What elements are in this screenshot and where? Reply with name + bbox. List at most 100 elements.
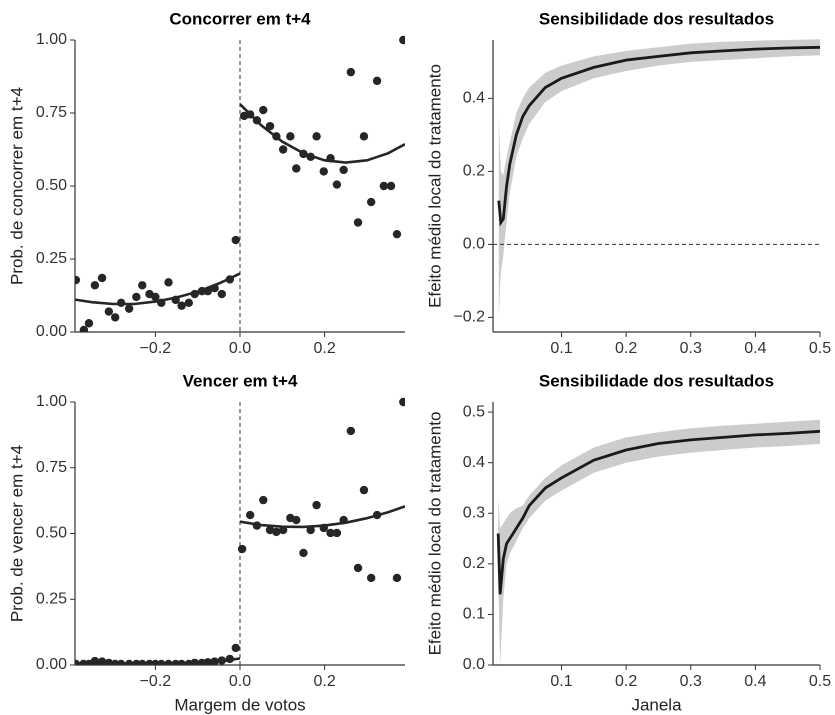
y-tick-label: 0.25 bbox=[36, 250, 67, 267]
y-tick-label: 0.00 bbox=[36, 656, 67, 673]
point bbox=[339, 165, 348, 175]
x-tick-label: −0.2 bbox=[140, 673, 172, 690]
point bbox=[359, 485, 369, 495]
point bbox=[319, 167, 328, 176]
x-tick-label: 0.2 bbox=[313, 673, 335, 690]
point bbox=[332, 528, 342, 538]
confidence-band bbox=[498, 419, 820, 665]
x-tick-label: 0.4 bbox=[744, 673, 766, 690]
point bbox=[312, 500, 321, 510]
point bbox=[151, 292, 160, 302]
y-tick-label: 0.0 bbox=[463, 656, 485, 673]
y-tick-label: 0.25 bbox=[36, 590, 67, 607]
fit-line bbox=[239, 103, 405, 164]
point bbox=[231, 235, 240, 245]
panel-title: Sensibilidade dos resultados bbox=[539, 371, 774, 390]
point bbox=[392, 573, 402, 583]
estimate-line bbox=[496, 429, 820, 595]
point bbox=[379, 181, 389, 191]
point bbox=[132, 292, 141, 302]
x-tick-label: 0.0 bbox=[229, 340, 251, 357]
point bbox=[272, 527, 281, 537]
point bbox=[399, 35, 405, 45]
x-axis-label: Margem de votos bbox=[174, 695, 305, 714]
panel-title: Concorrer em t+4 bbox=[169, 9, 311, 28]
x-tick-label: 0.5 bbox=[809, 673, 831, 690]
y-tick-label: 0.00 bbox=[36, 323, 67, 340]
y-tick-label: 0.4 bbox=[463, 454, 485, 471]
y-tick-label: 0.1 bbox=[463, 606, 485, 623]
y-axis-label: Efeito médio local do tratamento bbox=[425, 64, 444, 308]
point bbox=[359, 132, 369, 141]
point bbox=[259, 495, 268, 505]
point bbox=[332, 180, 342, 189]
point bbox=[306, 525, 315, 535]
point bbox=[399, 397, 405, 407]
y-tick-label: 0.2 bbox=[463, 555, 485, 572]
point bbox=[265, 525, 275, 535]
point bbox=[177, 301, 186, 310]
point bbox=[278, 145, 288, 154]
x-tick-label: 0.1 bbox=[550, 673, 572, 690]
point bbox=[292, 164, 301, 173]
x-tick-label: 0.4 bbox=[744, 340, 766, 357]
point bbox=[104, 307, 114, 316]
fit-line bbox=[239, 505, 405, 529]
y-axis-label: Prob. de vencer em t+4 bbox=[7, 445, 26, 622]
panel: Concorrer em t+4 Prob. de concorrer em t+… bbox=[7, 9, 405, 357]
estimate-line bbox=[497, 45, 820, 227]
fit-line bbox=[75, 272, 241, 306]
x-tick-label: 0.1 bbox=[550, 340, 572, 357]
fit-line bbox=[75, 657, 241, 665]
point bbox=[386, 181, 396, 191]
y-tick-label: 0.0 bbox=[463, 236, 485, 253]
y-tick-label: 0.75 bbox=[36, 459, 67, 476]
x-axis-label: Janela bbox=[631, 695, 682, 714]
y-tick-label: 1.00 bbox=[36, 393, 67, 410]
x-tick-label: 0.5 bbox=[809, 340, 831, 357]
x-tick-label: 0.0 bbox=[229, 673, 251, 690]
y-tick-label: −0.2 bbox=[453, 309, 485, 326]
point bbox=[286, 132, 295, 141]
y-tick-label: 0.5 bbox=[463, 403, 485, 420]
point bbox=[231, 643, 240, 653]
point bbox=[392, 229, 402, 239]
point bbox=[346, 426, 356, 436]
point bbox=[366, 197, 376, 207]
confidence-band bbox=[498, 39, 820, 318]
plot-area bbox=[75, 397, 405, 665]
point bbox=[353, 563, 363, 573]
y-tick-label: 0.50 bbox=[36, 525, 67, 542]
y-tick-label: 0.3 bbox=[463, 504, 485, 521]
plot-area bbox=[75, 35, 405, 332]
point bbox=[259, 105, 268, 115]
point bbox=[353, 218, 363, 227]
panel: Vencer em t+4 Prob. de vencer em t+4 Marge… bbox=[7, 371, 405, 714]
point bbox=[79, 325, 89, 332]
point bbox=[97, 273, 107, 283]
point bbox=[138, 281, 147, 290]
plot-area bbox=[493, 39, 820, 318]
point bbox=[124, 304, 134, 313]
point bbox=[217, 289, 227, 299]
point bbox=[84, 319, 94, 328]
x-tick-label: 0.3 bbox=[680, 340, 702, 357]
point bbox=[237, 544, 247, 554]
point bbox=[346, 67, 356, 77]
plot-area bbox=[496, 419, 820, 665]
point bbox=[292, 515, 301, 525]
x-tick-label: 0.3 bbox=[680, 673, 702, 690]
x-tick-label: −0.2 bbox=[140, 340, 172, 357]
point bbox=[366, 573, 376, 583]
point bbox=[164, 278, 173, 287]
panel-title: Sensibilidade dos resultados bbox=[539, 9, 774, 28]
x-tick-label: 0.2 bbox=[615, 340, 637, 357]
x-tick-label: 0.2 bbox=[313, 340, 335, 357]
point bbox=[265, 121, 275, 131]
y-axis-label: Prob. de concorrer em t+4 bbox=[7, 87, 26, 285]
panel: Sensibilidade dos resultados Efeito médio… bbox=[425, 9, 831, 357]
point bbox=[299, 548, 308, 558]
point bbox=[312, 132, 321, 141]
panel-title: Vencer em t+4 bbox=[183, 371, 298, 390]
x-tick-label: 0.2 bbox=[615, 673, 637, 690]
